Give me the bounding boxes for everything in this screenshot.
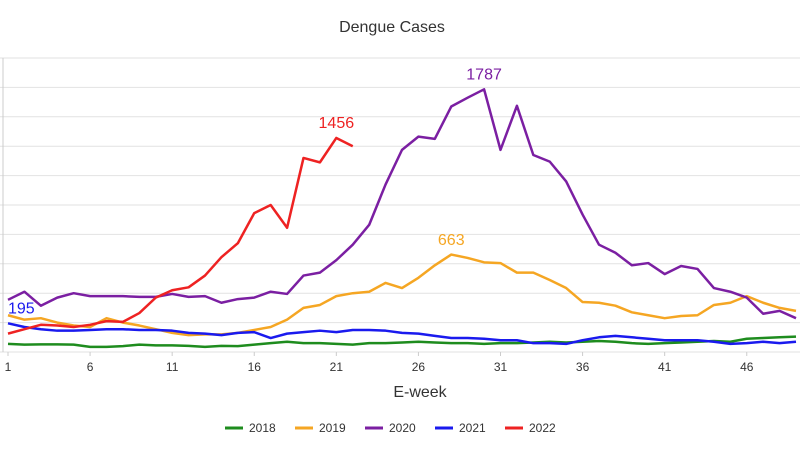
x-tick-label: 21 [330,360,344,374]
x-tick-label: 41 [658,360,672,374]
data-label: 663 [438,232,465,249]
legend-label: 2018 [249,421,276,435]
data-label: 195 [8,301,35,318]
x-tick-label: 46 [740,360,754,374]
x-tick-label: 6 [87,360,94,374]
chart-title: Dengue Cases [339,19,445,36]
x-tick-label: 36 [576,360,590,374]
x-tick-label: 16 [248,360,262,374]
x-tick-label: 11 [166,360,179,374]
data-label: 1787 [466,67,502,84]
x-tick-label: 1 [5,360,12,374]
series-line [7,88,797,320]
series-line [7,335,797,349]
series-line [7,136,354,335]
x-axis-title: E-week [393,384,447,401]
x-tick-label: 26 [412,360,426,374]
legend-label: 2022 [529,421,556,435]
legend-label: 2019 [319,421,346,435]
data-label: 1456 [319,115,355,132]
legend-label: 2020 [389,421,416,435]
series-line [7,322,797,346]
series-line [7,253,797,337]
x-tick-label: 31 [494,360,508,374]
legend-label: 2021 [459,421,486,435]
